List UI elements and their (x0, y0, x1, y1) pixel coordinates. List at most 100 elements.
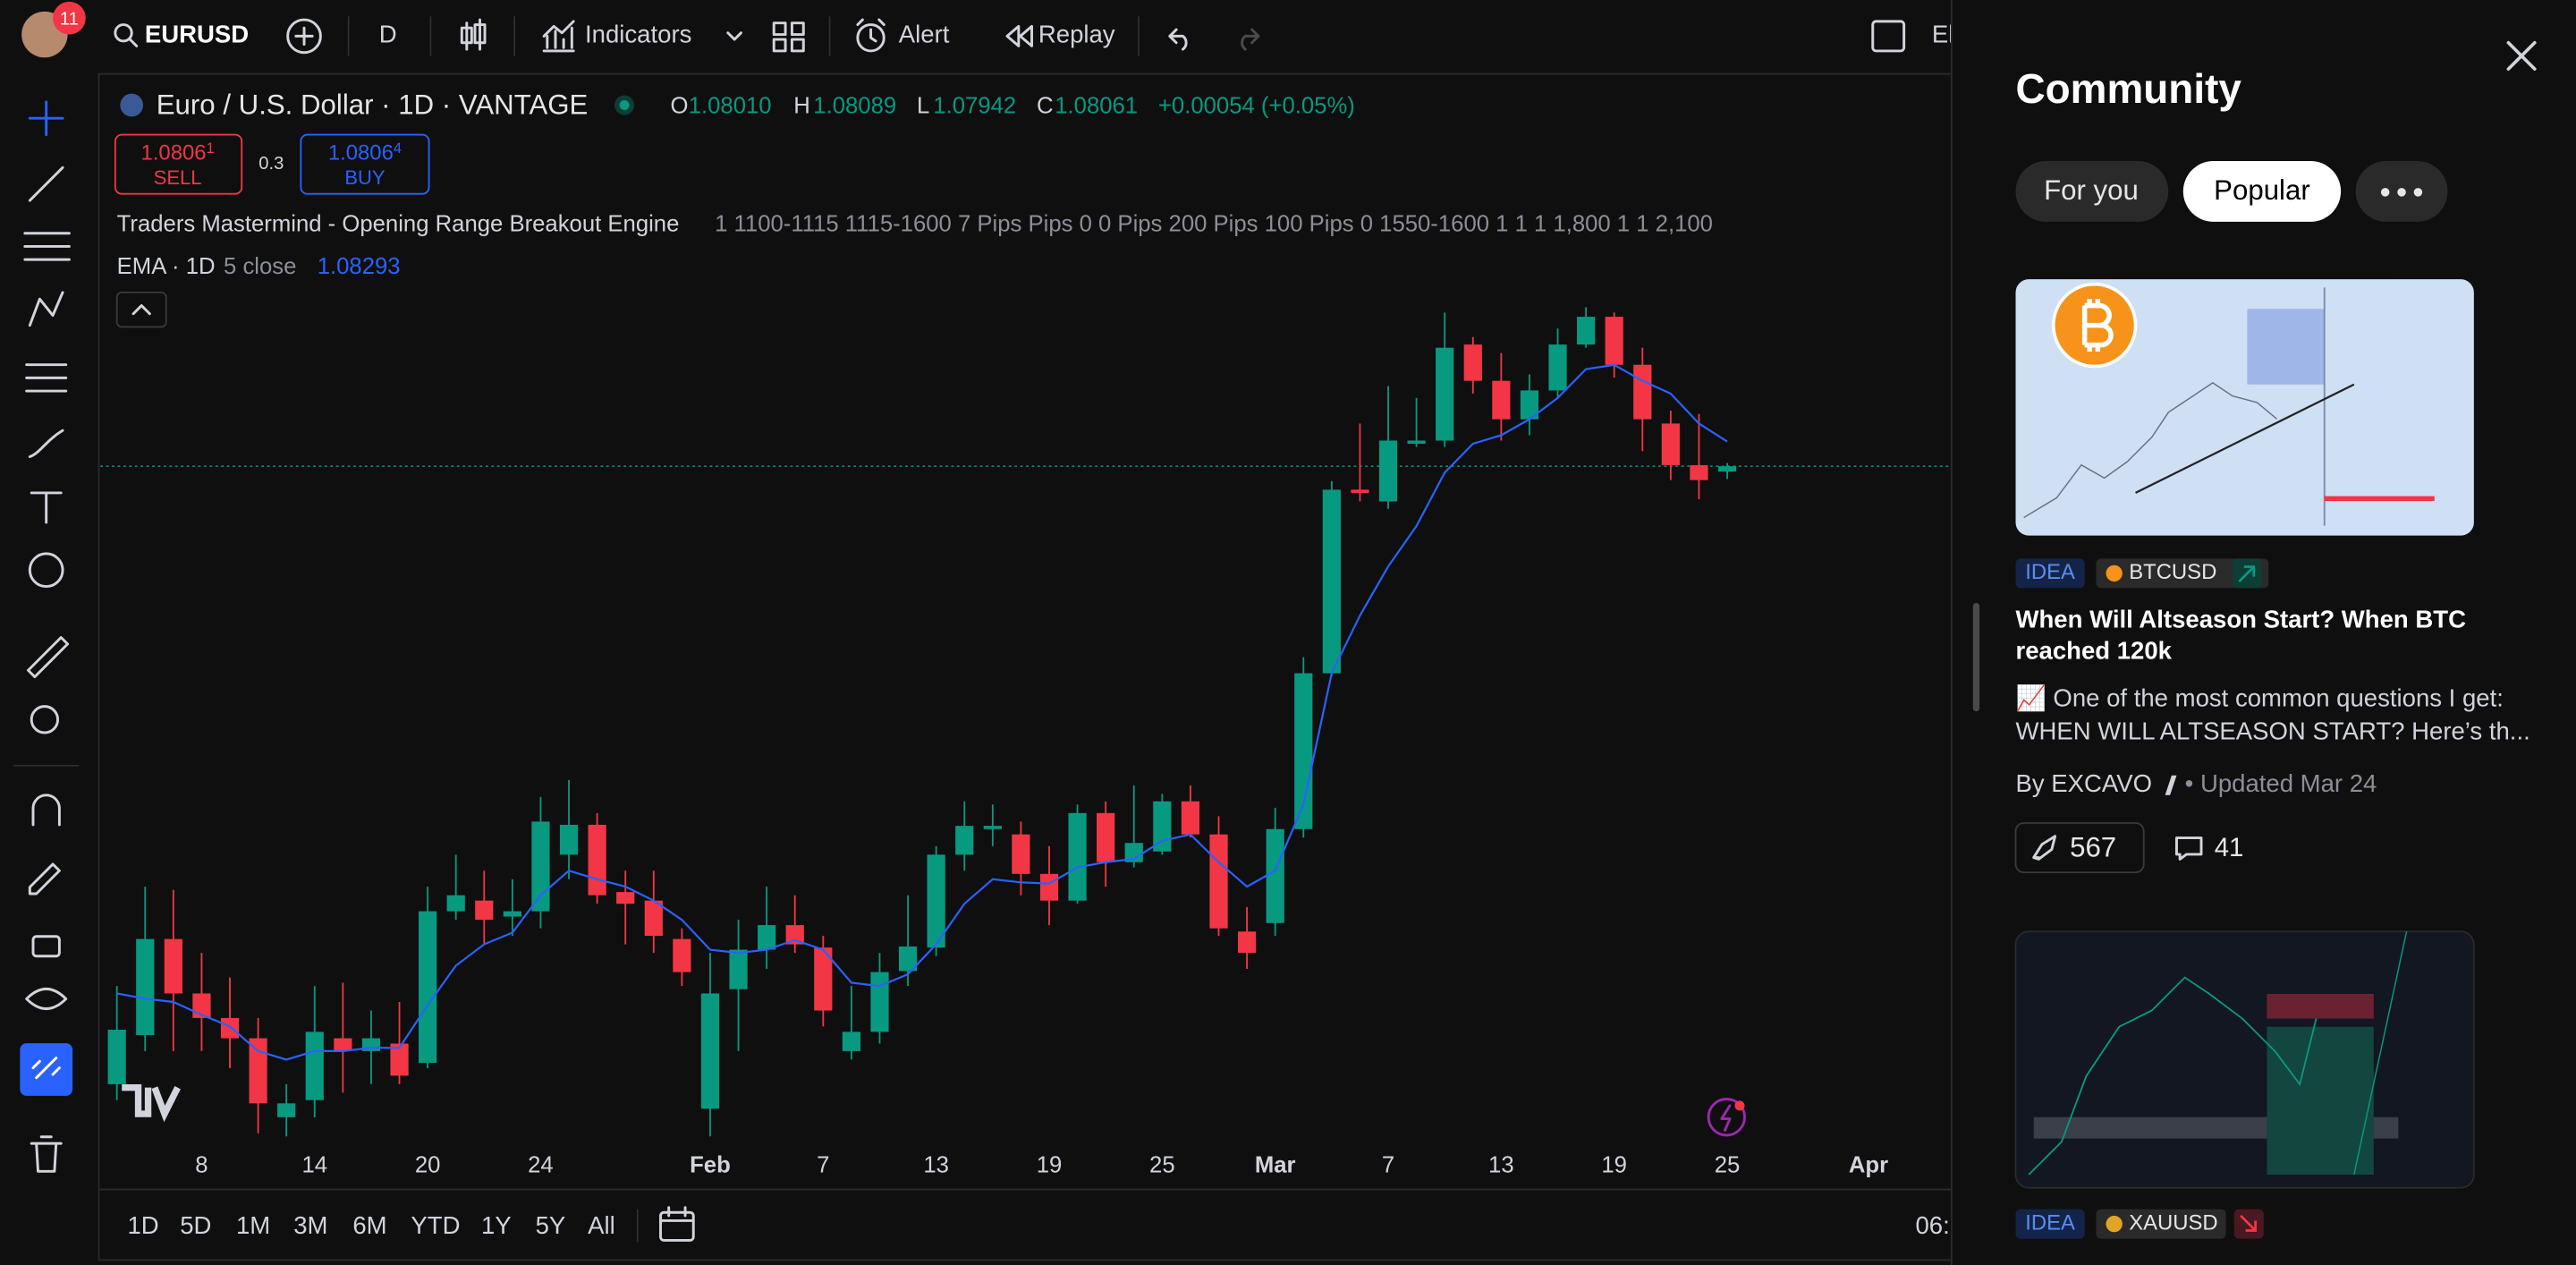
candle-body (1237, 931, 1257, 954)
replay[interactable]: Replay (1038, 21, 1115, 48)
boost-button[interactable] (2014, 822, 2145, 874)
candle-body (1209, 834, 1228, 929)
candle-body (1351, 489, 1369, 493)
flag-icon (120, 93, 144, 117)
candle-body (1266, 828, 1284, 923)
layouts[interactable] (772, 21, 805, 53)
candle-body (136, 938, 155, 1035)
x-tick-label: 8 (195, 1153, 208, 1178)
ruler-tool[interactable] (27, 636, 70, 679)
text-tool[interactable] (30, 491, 63, 524)
candle-body (785, 925, 804, 945)
search-icon (128, 38, 139, 47)
trash-tool[interactable] (30, 1135, 63, 1173)
comments-icon[interactable] (2175, 836, 2203, 861)
timeframe[interactable]: All (588, 1211, 615, 1239)
fullscreen[interactable] (1871, 20, 1906, 53)
emoji-tool[interactable] (28, 552, 64, 589)
x-tick-label: 24 (528, 1153, 554, 1178)
collapse-button[interactable] (115, 291, 167, 328)
brush-tool[interactable] (28, 429, 64, 458)
legend: Euro / U.S. Dollar · 1D · VANTAGE O1.080… (114, 89, 1746, 1137)
fib-tool[interactable] (23, 232, 71, 261)
timeframe[interactable]: 5D (180, 1211, 211, 1239)
candle-body (1407, 440, 1426, 445)
timeframe[interactable]: 1D (127, 1211, 158, 1239)
collapse-icon (131, 304, 151, 316)
timeframe[interactable]: 3M (293, 1211, 327, 1239)
candle-body (305, 1032, 324, 1100)
undo[interactable] (1168, 28, 1188, 51)
replay-icon (1005, 24, 1033, 47)
crosshair-tool[interactable] (28, 100, 64, 137)
add-symbol[interactable] (286, 18, 322, 55)
post-title[interactable]: When Will Altseason Start? When BTC (2016, 605, 2467, 632)
timeframe[interactable]: YTD (411, 1211, 460, 1239)
symbol-box[interactable] (2096, 558, 2269, 589)
indicators[interactable]: Indicators (585, 21, 691, 48)
timeframe[interactable]: 1Y (481, 1211, 512, 1239)
chevron[interactable] (726, 31, 742, 41)
chart-type[interactable] (460, 18, 487, 51)
pattern-tool[interactable] (28, 291, 64, 327)
candle-body (616, 892, 635, 904)
interval[interactable]: D (379, 21, 397, 48)
buy-button[interactable] (300, 133, 430, 195)
x-tick-label: 19 (1601, 1153, 1627, 1178)
alert[interactable]: Alert (899, 21, 950, 48)
hide-tool[interactable] (25, 988, 68, 1010)
timeframe[interactable]: 6M (352, 1211, 386, 1239)
candle-body (1294, 673, 1313, 829)
candle-body (531, 821, 550, 912)
sell-price-main: 1.0806 (141, 141, 207, 166)
candle-body (164, 938, 182, 994)
post-author[interactable]: By EXCAVO (2016, 769, 2152, 797)
zoom-tool[interactable] (30, 705, 60, 734)
post-tag: IDEA (2025, 560, 2075, 584)
close-button[interactable] (2506, 40, 2537, 71)
ohlc-key: L (917, 93, 929, 118)
tab-active[interactable] (2182, 160, 2342, 222)
lock-draw-tool[interactable] (28, 862, 61, 896)
symbol-box[interactable] (2096, 1209, 2226, 1239)
lock-tool[interactable] (31, 935, 61, 958)
buy-label: BUY (344, 166, 386, 189)
candle-body (1661, 423, 1680, 465)
buy-price-sup: 4 (394, 140, 402, 157)
tab-label: Popular (2214, 174, 2310, 206)
thumb-trend (2135, 383, 2355, 494)
symbol[interactable]: EURUSD (145, 21, 249, 48)
candle-body (644, 900, 663, 937)
sell-button[interactable] (114, 133, 243, 195)
post-thumbnail[interactable] (2014, 930, 2475, 1189)
ohlc-key: C (1037, 93, 1054, 118)
boost-count: 567 (2070, 832, 2116, 863)
post-symbol: XAUUSD (2129, 1210, 2217, 1235)
magnet-tool[interactable] (31, 794, 61, 827)
community-panel: Community For you Popular IDEA BTCUSD Wh… (1950, 0, 2576, 1265)
legend-title: Euro / U.S. Dollar · 1D · VANTAGE (157, 89, 589, 121)
quick-trade[interactable] (1707, 1098, 1746, 1137)
search-icon[interactable] (114, 23, 133, 43)
date-range[interactable] (659, 1210, 695, 1242)
timeframe[interactable]: 5Y (536, 1211, 566, 1239)
post-title[interactable]: reached 120k (2016, 636, 2173, 664)
trendline-tool[interactable] (28, 166, 64, 202)
tab[interactable] (2015, 160, 2169, 222)
candle-body (758, 925, 776, 950)
scrollbar[interactable] (1972, 602, 1980, 712)
candle-body (1605, 317, 1623, 365)
timeframe[interactable]: 1M (236, 1211, 270, 1239)
candle-body (1012, 834, 1030, 874)
candle-body (1690, 464, 1708, 480)
projection-tool[interactable] (25, 363, 68, 393)
candle-body (390, 1043, 409, 1076)
candle-body (842, 1032, 860, 1051)
ema-name: EMA · 1D (117, 254, 216, 279)
redo[interactable] (1241, 28, 1260, 51)
x-tick-label: 20 (415, 1153, 441, 1178)
buy-price: 1.08064 (328, 140, 402, 165)
thumb-zone (2267, 994, 2374, 1019)
candle-body (475, 900, 494, 921)
indicators-icon (542, 20, 575, 53)
